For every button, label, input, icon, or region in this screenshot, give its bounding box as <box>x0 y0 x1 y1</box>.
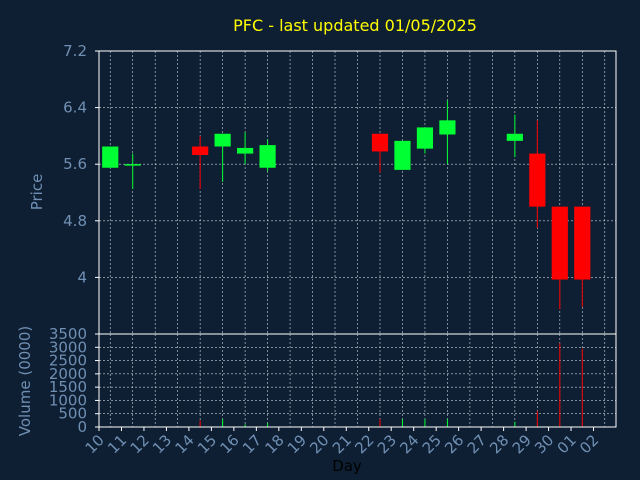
price-axis-label: Price <box>28 174 46 211</box>
candle-body <box>506 133 523 141</box>
volume-tick-label: 1000 <box>49 391 87 409</box>
price-grid <box>99 50 616 334</box>
x-axis: 1011121314151617181920212223242526272829… <box>82 427 602 457</box>
volume-tick-label: 3500 <box>49 325 87 343</box>
candle-body <box>574 206 591 280</box>
candle-body <box>439 120 456 135</box>
candle-body <box>192 146 209 156</box>
candle-body <box>416 127 434 149</box>
price-tick-label: 6.4 <box>63 99 87 117</box>
price-tick-label: 4 <box>77 268 87 286</box>
candle-body <box>259 145 276 168</box>
candle-body <box>214 133 231 147</box>
volume-tick-label: 2000 <box>49 365 87 383</box>
volume-grid <box>99 333 616 428</box>
volume-plot-frame <box>98 333 617 428</box>
price-axis: 7.2 6.4 5.6 4.8 4 <box>63 42 99 286</box>
volume-bars <box>199 343 583 427</box>
candle-body <box>394 140 411 170</box>
price-tick-label: 7.2 <box>63 42 87 60</box>
candle-body <box>551 206 568 280</box>
price-tick-label: 4.8 <box>63 212 87 230</box>
candles <box>102 100 591 310</box>
price-tick-label: 5.6 <box>63 155 87 173</box>
candle-body <box>529 153 546 207</box>
candle-body <box>237 147 254 154</box>
chart-title: PFC - last updated 01/05/2025 <box>233 16 477 35</box>
x-tick-label: 02 <box>576 431 602 457</box>
volume-tick-label: 2500 <box>49 352 87 370</box>
volume-tick-label: 1500 <box>49 378 87 396</box>
candle-body <box>102 146 119 168</box>
x-axis-label: Day <box>332 457 362 475</box>
volume-tick-label: 500 <box>58 405 87 423</box>
volume-tick-label: 3000 <box>49 338 87 356</box>
volume-tick-label: 0 <box>77 418 87 436</box>
volume-axis-label: Volume (0000) <box>16 326 34 436</box>
candle-body <box>371 133 389 152</box>
